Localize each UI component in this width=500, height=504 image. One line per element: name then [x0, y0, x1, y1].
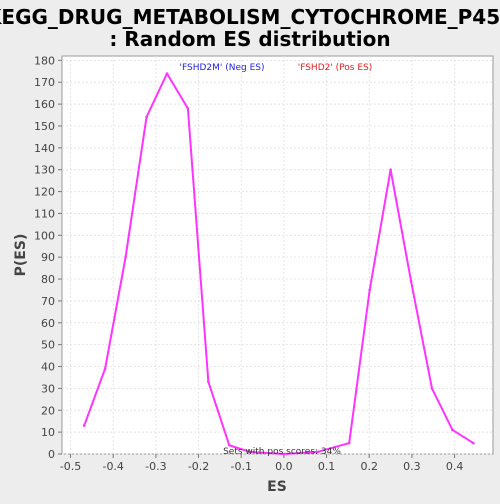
data-point — [165, 72, 169, 75]
data-point — [409, 279, 413, 283]
y-tick-label: 140 — [34, 142, 55, 155]
plot-background — [61, 55, 494, 455]
y-tick-label: 90 — [41, 251, 55, 264]
data-point — [430, 387, 434, 390]
tick-layer: -0.5 -0.4 -0.3 -0.2 -0.1 0.0 0.1 0.2 0.3 0.4 0 10 20… — [34, 54, 463, 473]
y-tick-label: 30 — [41, 382, 55, 395]
y-tick-label: 160 — [34, 98, 55, 111]
series-line — [83, 72, 474, 455]
data-point — [227, 443, 231, 447]
chart-title-line1: KEGG_DRUG_METABOLISM_CYTOCHROME_P450 — [0, 5, 500, 29]
x-axis-label: ES — [267, 479, 287, 495]
y-tick-label: 150 — [34, 120, 55, 133]
y-tick-label: 100 — [34, 229, 55, 242]
y-tick-label: 0 — [48, 448, 55, 461]
y-tick-label: 20 — [41, 404, 55, 417]
x-tick-label: -0.4 — [102, 460, 123, 473]
y-tick-label: 50 — [41, 339, 55, 352]
x-tick-label: 0.2 — [360, 460, 378, 473]
x-tick-label: 0.0 — [275, 460, 293, 473]
y-tick-label: 40 — [41, 361, 55, 374]
data-point — [103, 367, 107, 371]
data-point — [316, 450, 320, 454]
legend-neg-es: 'FSHD2M' (Neg ES) — [180, 63, 265, 73]
x-tick-label: 0.1 — [318, 460, 336, 473]
series-layer — [82, 72, 475, 456]
x-tick-label: 0.3 — [403, 460, 421, 473]
data-point — [82, 424, 86, 427]
data-point — [472, 441, 475, 445]
data-point — [368, 288, 371, 292]
x-tick-label: -0.1 — [230, 460, 251, 473]
pos-scores-annotation: Sets with pos scores: 34% — [223, 447, 341, 457]
chart-title-line2: : Random ES distribution — [109, 27, 390, 51]
data-point — [145, 115, 148, 119]
data-point — [248, 450, 252, 454]
y-tick-label: 60 — [41, 317, 55, 330]
data-point — [124, 255, 127, 259]
data-point — [186, 107, 190, 110]
x-tick-label: 0.4 — [446, 460, 464, 473]
y-tick-label: 10 — [41, 426, 55, 439]
data-point — [451, 428, 454, 432]
y-tick-label: 70 — [41, 295, 55, 308]
y-tick-label: 180 — [34, 54, 55, 67]
x-tick-label: -0.5 — [60, 460, 81, 473]
y-axis-label: P(ES) — [13, 234, 29, 277]
legend-pos-es: 'FSHD2' (Pos ES) — [298, 63, 373, 73]
x-tick-label: -0.3 — [145, 460, 166, 473]
x-tick-label: -0.2 — [188, 460, 209, 473]
y-tick-label: 130 — [34, 164, 55, 177]
data-point — [207, 380, 210, 384]
y-tick-label: 120 — [34, 186, 55, 199]
data-point — [389, 168, 392, 172]
data-point — [282, 452, 286, 456]
y-tick-label: 110 — [34, 207, 55, 220]
y-tick-label: 80 — [41, 273, 55, 286]
y-tick-label: 170 — [34, 76, 55, 89]
data-point — [347, 441, 351, 445]
